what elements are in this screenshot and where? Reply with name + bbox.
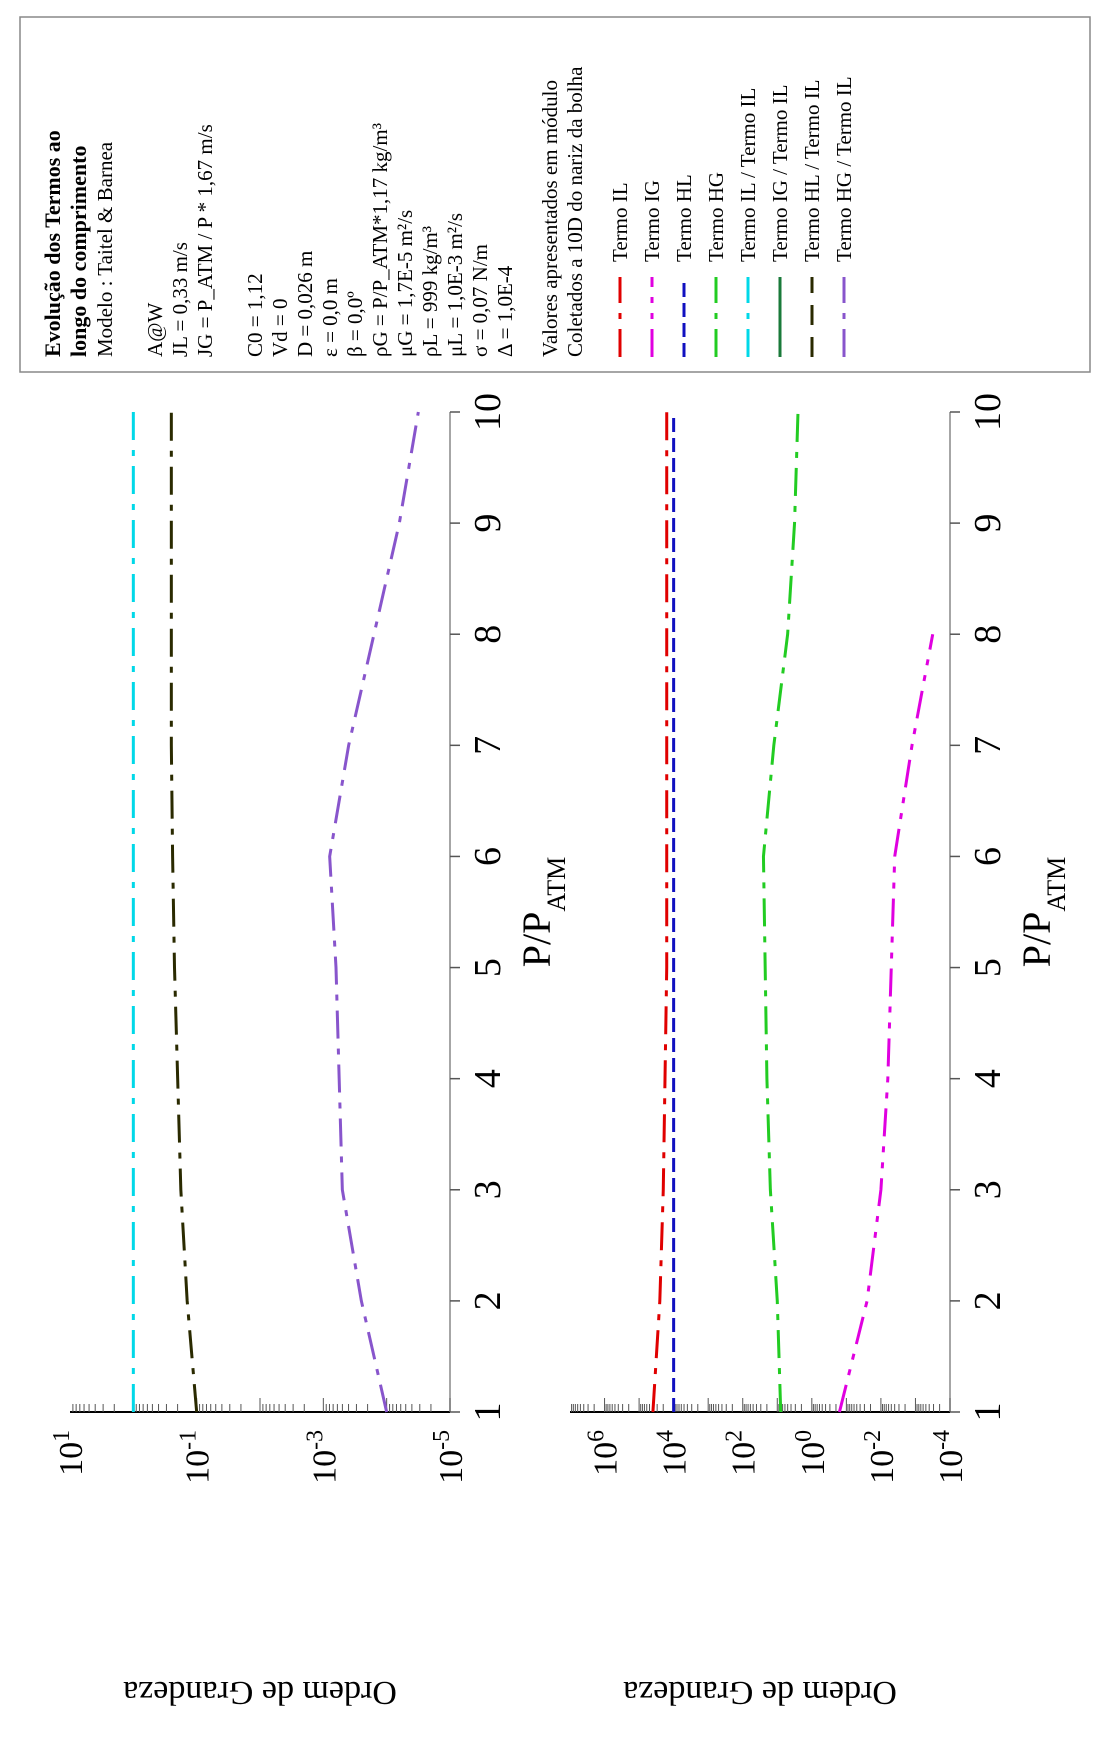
legend-param: Vd = 0 [268,298,292,357]
x-tick-label: 9 [467,514,509,533]
legend-param: ρL = 999 kg/m³ [418,226,442,357]
x-tick-label: 3 [467,1180,509,1199]
series-line-termo-hg [761,411,800,1413]
x-tick-label: 6 [967,847,1009,866]
x-tick-label: 10 [467,393,509,431]
series-line-termo-il [651,412,669,1413]
x-axis-label: P/PATM [1014,857,1071,968]
legend-entry-label: Termo IG / Termo IL [768,85,792,262]
y-tick-label: 104 [653,1430,694,1476]
legend-param: μG = 1,7E-5 m²/s [393,210,417,357]
series-line-termo-ig [837,633,935,1413]
y-tick-label: 10-5 [429,1430,470,1484]
y-tick-label: 10-2 [860,1430,901,1484]
y-axis-label: Ordem de Grandeza [123,1674,397,1711]
legend-param: ε = 0,0 m [318,278,342,357]
legend-entry-label: Termo IL [608,182,632,262]
legend-entry-label: Termo HL [672,174,696,262]
x-tick-label: 1 [967,1403,1009,1422]
y-tick-label: 102 [722,1430,763,1476]
x-tick-label: 7 [967,736,1009,755]
legend-entry-label: Termo IL / Termo IL [736,88,760,262]
x-tick-label: 5 [467,958,509,977]
series-line-termo-hl-termo-il [169,412,199,1413]
legend-entry-label: Termo HG [704,172,728,262]
y-tick-label: 100 [791,1430,832,1476]
legend: Evolução dos Termos ao longo do comprimen… [19,16,1091,373]
x-tick-label: 9 [967,514,1009,533]
legend-entry-label: Termo IG [640,180,664,262]
plot-2: 101 10-1 10-3 10-5 1 2 3 4 5 6 7 8 9 10 P/PATM Ordem de… [49,393,571,1711]
y-tick-label: 10-3 [302,1430,343,1484]
x-tick-label: 4 [967,1069,1009,1088]
x-tick-label: 6 [467,847,509,866]
series-line-termo-hg-termo-il [328,411,420,1413]
x-tick-label: 7 [467,736,509,755]
legend-param: β = 0,0º [343,291,367,357]
y-tick-label: 10-1 [176,1430,217,1484]
legend-param: JL = 0,33 m/s [168,242,192,357]
x-tick-label: 2 [467,1291,509,1310]
legend-entry-label: Termo HG / Termo IL [832,76,856,262]
legend-param: μL = 1,0E-3 m²/s [443,213,467,357]
x-tick-label: 2 [967,1291,1009,1310]
plot-1: 106 104 102 100 10-2 10-4 1 2 3 4 5 6 7 8 9 10 P/PATM Ord… [570,393,1071,1711]
x-tick-label: 10 [967,393,1009,431]
x-tick-label: 4 [467,1069,509,1088]
legend-note-line1: Valores apresentados em módulo [538,80,562,357]
x-axis-label: P/PATM [514,857,571,968]
legend-param: JG = P_ATM / P * 1,67 m/s [193,124,217,357]
y-tick-label: 10-4 [929,1430,970,1484]
legend-param: σ = 0,07 N/m [468,244,492,357]
legend-title-line1: Evolução dos Termos ao [40,130,65,357]
legend-param: ρG = P/P_ATM*1,17 kg/m³ [368,123,392,357]
legend-param: D = 0,026 m [293,251,317,357]
x-tick-label: 5 [967,958,1009,977]
x-tick-label: 1 [467,1403,509,1422]
x-tick-label: 8 [967,625,1009,644]
legend-frame [19,16,1091,373]
legend-entry-label: Termo HL / Termo IL [800,79,824,262]
legend-note-line2: Coletados a 10D do nariz da bolha [563,66,587,357]
legend-param: C0 = 1,12 [243,273,267,357]
y-axis-label: Ordem de Grandeza [623,1674,897,1711]
legend-title-line2: longo do comprimento [66,146,91,357]
legend-model: Modelo : Taitel & Barnea [93,141,117,357]
y-tick-label: 106 [584,1430,625,1476]
x-tick-label: 8 [467,625,509,644]
x-tick-label: 3 [967,1180,1009,1199]
legend-param: Δ = 1,0E-4 [493,265,517,357]
legend-param: A@W [143,302,167,357]
y-tick-label: 101 [49,1430,90,1476]
